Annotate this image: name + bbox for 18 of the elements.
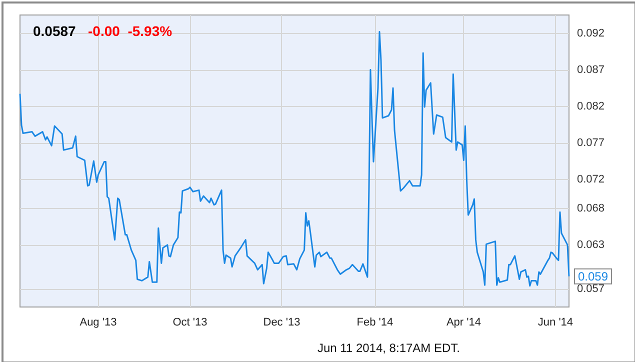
y-tick-label: 0.063 <box>577 238 605 251</box>
y-tick-label: 0.077 <box>577 136 605 149</box>
text: 0.0587 <box>33 23 76 39</box>
x-tick-label: Aug '13 <box>80 316 117 328</box>
y-tick-label: 0.068 <box>577 202 605 214</box>
y-tick-label: 0.057 <box>577 282 605 295</box>
annotation: 0.059 <box>578 269 608 284</box>
y-tick-label: 0.087 <box>577 64 605 76</box>
y-tick-label: 0.082 <box>577 100 605 112</box>
text: Jun 11 2014, 8:17AM EDT. <box>317 341 460 355</box>
x-tick-label: Jun '14 <box>538 316 574 328</box>
x-tick-label: Feb '14 <box>356 316 394 328</box>
x-tick-label: Dec '13 <box>263 316 300 328</box>
text: -0.00 -5.93% <box>88 23 173 39</box>
y-tick-label: 0.072 <box>577 173 605 186</box>
x-tick-label: Apr '14 <box>446 316 481 328</box>
x-tick-label: Oct '13 <box>172 316 208 328</box>
y-tick-label: 0.092 <box>577 27 605 40</box>
